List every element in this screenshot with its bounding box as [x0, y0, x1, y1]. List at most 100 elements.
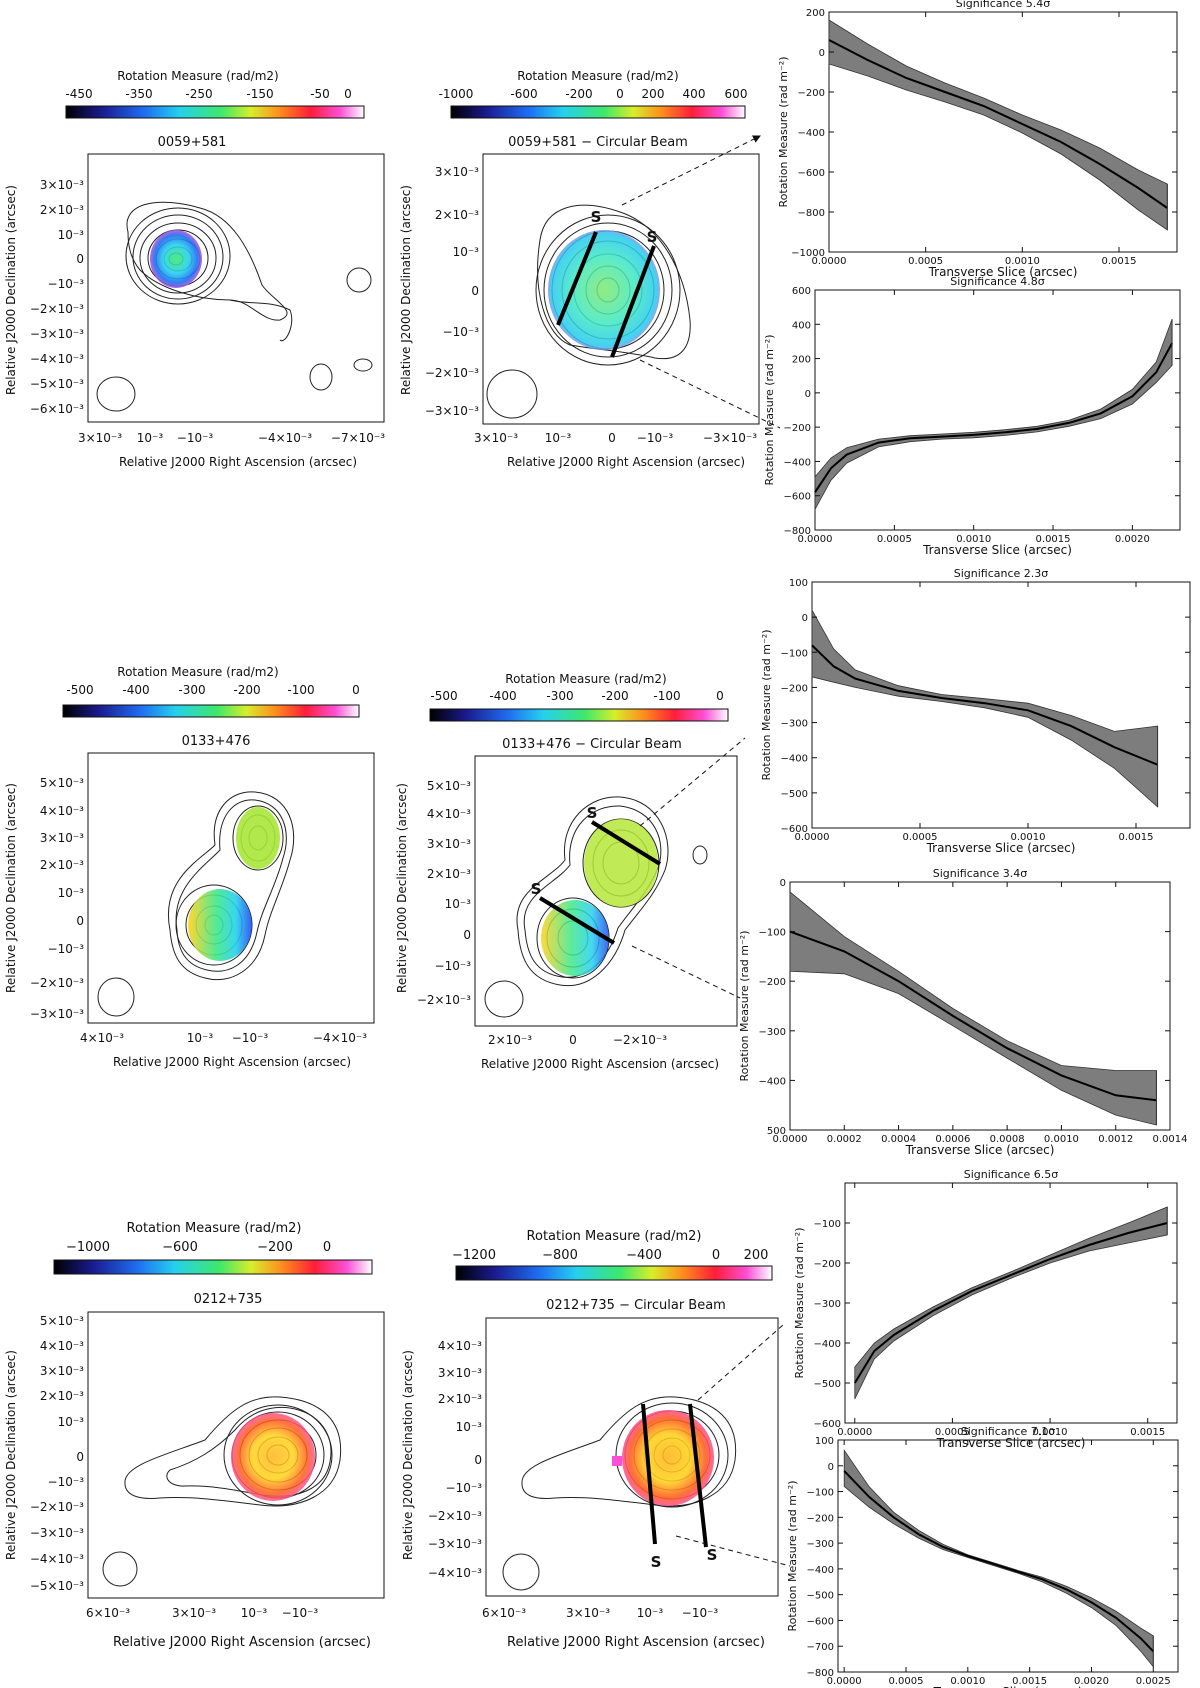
x-tick: 3×10⁻³ [566, 1606, 610, 1620]
colorbar-tick: 0 [344, 87, 352, 101]
y-tick-label: 100 [789, 578, 808, 589]
y-tick-label: 600 [792, 286, 811, 297]
rm-profile-line [828, 39, 1168, 209]
y-tick: 3×10⁻³ [438, 1366, 482, 1380]
y-tick-label: −800 [784, 526, 811, 537]
rm-map-0212-735: Rotation Measure (rad/m2) −1000 −600 −20… [4, 1221, 385, 1650]
plot-frame [811, 581, 1191, 829]
colorbar-tick: 0 [712, 1248, 720, 1263]
colorbar-tick: -200 [233, 683, 260, 697]
y-axis-label: Relative J2000 Declination (arcsec) [395, 783, 409, 993]
x-axis-label: Transverse Slice (arcsec) [926, 841, 1076, 855]
rm-profile-6: Significance 7.1σ −800 −700 −600 −500 −400 −30… [786, 1425, 1179, 1688]
map-title: 0212+735 − Circular Beam [546, 1298, 726, 1313]
x-tick-labels: 3×10⁻³ 10⁻³ −10⁻³ −4×10⁻³ −7×10⁻³ [78, 431, 385, 445]
y-tick-label: −800 [798, 208, 825, 219]
colorbar-tick-labels: -500 -400 -300 -200 -100 0 [66, 683, 359, 697]
y-tick-label: −100 [781, 648, 808, 659]
y-tick: −10⁻³ [48, 942, 85, 956]
plot-frame [828, 11, 1178, 253]
x-tick-labels: 3×10⁻³ 10⁻³ 0 −10⁻³ −3×10⁻³ [474, 431, 757, 445]
colorbar-tick: -1000 [439, 87, 474, 101]
y-tick-label: −400 [759, 1076, 786, 1087]
y-tick-labels: 3×10⁻³ 2×10⁻³ 10⁻³ 0 −10⁻³ −2×10⁻³ −3×10… [30, 178, 84, 416]
rm-map-0212-735-circular: Rotation Measure (rad/m2) −1200 −800 −40… [401, 1229, 791, 1650]
y-tick: −2×10⁻³ [428, 1509, 482, 1523]
y-tick-label: 400 [792, 320, 811, 331]
y-tick-label: −300 [781, 719, 808, 730]
y-axis-label: Rotation Measure (rad m⁻²) [777, 56, 790, 207]
colorbar [455, 1265, 773, 1281]
y-tick-labels: 5×10⁻³ 4×10⁻³ 3×10⁻³ 2×10⁻³ 10⁻³ 0 −10⁻³… [417, 779, 471, 1007]
slice-marker: S [591, 208, 602, 226]
x-tick: 3×10⁻³ [172, 1606, 216, 1620]
colorbar-tick: -150 [246, 87, 273, 101]
y-tick: −3×10⁻³ [30, 1526, 84, 1540]
slice-line [590, 820, 662, 866]
annotation-arrow [675, 1535, 791, 1567]
y-axis-label: Relative J2000 Declination (arcsec) [4, 1350, 18, 1560]
x-tick: −7×10⁻³ [331, 431, 385, 445]
y-tick: 10⁻³ [445, 897, 472, 911]
slice-marker: S [587, 804, 598, 822]
colorbar-tick-labels: -500 -400 -300 -200 -100 0 [430, 689, 723, 703]
x-tick: 4×10⁻³ [80, 1031, 124, 1045]
x-tick-label: 0.0000 [837, 1427, 872, 1438]
contours [102, 1396, 342, 1587]
x-tick: −10⁻³ [177, 431, 214, 445]
y-tick: 3×10⁻³ [40, 1364, 84, 1378]
x-tick: −4×10⁻³ [258, 431, 312, 445]
x-tick: 3×10⁻³ [78, 431, 122, 445]
rm-map-0133-476: Rotation Measure (rad/m2) -500 -400 -300… [4, 665, 375, 1069]
x-tick-label: 0.0015 [1012, 1676, 1047, 1687]
x-tick-label: 0.0010 [1033, 1427, 1068, 1438]
x-tick-label: 0.0015 [1102, 256, 1137, 267]
colorbar [429, 708, 729, 722]
y-tick: −5×10⁻³ [30, 377, 84, 391]
map-title: 0133+476 [182, 734, 251, 749]
colorbar-tick: −1200 [452, 1248, 496, 1263]
colorbar-tick: −200 [257, 1240, 293, 1255]
rm-map-0133-476-circular: Rotation Measure (rad/m2) -500 -400 -300… [395, 672, 746, 1071]
y-tick-label: −600 [781, 824, 808, 835]
y-tick-labels: 4×10⁻³ 3×10⁻³ 2×10⁻³ 10⁻³ 0 −10⁻³ −2×10⁻… [428, 1339, 482, 1580]
x-tick: 10⁻³ [187, 1031, 214, 1045]
plot-title: Significance 4.8σ [950, 275, 1045, 288]
y-tick-label: −300 [814, 1299, 841, 1310]
x-tick-label: 0.0000 [795, 832, 830, 843]
slice-line [610, 245, 656, 358]
y-tick-label: −200 [807, 1513, 834, 1524]
y-tick-label: −400 [784, 457, 811, 468]
x-tick-label: 0.0006 [935, 1134, 970, 1145]
y-axis-label: Relative J2000 Declination (arcsec) [399, 185, 413, 395]
rm-map-0059-581-circular: Rotation Measure (rad/m2) -1000 -600 -20… [399, 69, 781, 469]
x-tick-label: 0.0010 [950, 1676, 985, 1687]
slice-line [556, 231, 598, 326]
x-tick-label: 0.0000 [798, 534, 833, 545]
map-frame [485, 1317, 779, 1597]
y-tick: 2×10⁻³ [40, 1389, 84, 1403]
x-tick-label: 0.0015 [1119, 832, 1154, 843]
colorbar [53, 1259, 373, 1275]
colorbar-tick: -200 [601, 689, 628, 703]
y-tick: −2×10⁻³ [30, 1500, 84, 1514]
colorbar-tick: -600 [510, 87, 537, 101]
rm-blob [236, 807, 280, 869]
colorbar-tick: −800 [542, 1248, 578, 1263]
x-tick: −10⁻³ [637, 431, 674, 445]
x-axis-label: Transverse Slice (arcsec) [928, 265, 1078, 279]
y-axis-label: Relative J2000 Declination (arcsec) [4, 783, 18, 993]
confidence-band [814, 318, 1173, 510]
colorbar-tick: -500 [430, 689, 457, 703]
colorbar-label: Rotation Measure (rad/m2) [117, 69, 278, 83]
x-tick-label: 0.0010 [1011, 832, 1046, 843]
rm-profile-line [814, 342, 1173, 493]
map-title: 0212+735 [194, 1292, 263, 1307]
colorbar-tick: -400 [122, 683, 149, 697]
y-tick-label: −600 [807, 1616, 834, 1627]
y-tick-label: −200 [784, 423, 811, 434]
plot-frame [789, 881, 1171, 1131]
colorbar-label: Rotation Measure (rad/m2) [117, 665, 278, 679]
y-tick-label: −800 [807, 1668, 834, 1679]
colorbar-tick: −600 [162, 1240, 198, 1255]
